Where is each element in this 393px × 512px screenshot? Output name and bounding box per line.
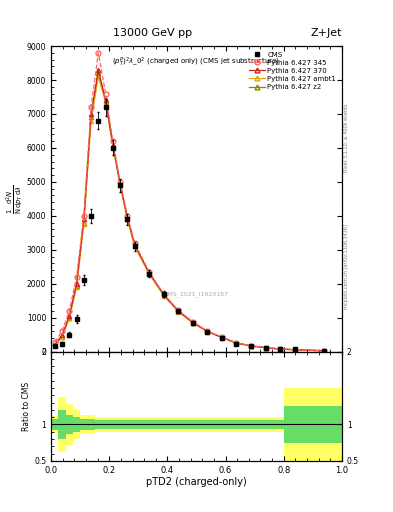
Y-axis label: Ratio to CMS: Ratio to CMS xyxy=(22,381,31,431)
X-axis label: pTD2 (charged-only): pTD2 (charged-only) xyxy=(146,477,247,487)
Text: mcplots.cern.ch [arXiv:1306.3436]: mcplots.cern.ch [arXiv:1306.3436] xyxy=(344,224,349,309)
Text: Rivet 3.1.10, ≥ 400k events: Rivet 3.1.10, ≥ 400k events xyxy=(344,104,349,173)
Y-axis label: $\frac{1}{\mathrm{N}}\frac{\mathrm{d}^2N}{\mathrm{d}p_T\,\mathrm{d}\lambda}$: $\frac{1}{\mathrm{N}}\frac{\mathrm{d}^2N… xyxy=(5,184,25,214)
Text: CMS_2021_I1920187: CMS_2021_I1920187 xyxy=(164,291,229,296)
Legend: CMS, Pythia 6.427 345, Pythia 6.427 370, Pythia 6.427 ambt1, Pythia 6.427 z2: CMS, Pythia 6.427 345, Pythia 6.427 370,… xyxy=(247,50,338,92)
Text: $(p_T^P)^2\lambda\_0^2$ (charged only) (CMS jet substructure): $(p_T^P)^2\lambda\_0^2$ (charged only) (… xyxy=(112,55,281,69)
Text: 13000 GeV pp: 13000 GeV pp xyxy=(113,28,193,38)
Text: Z+Jet: Z+Jet xyxy=(310,28,342,38)
